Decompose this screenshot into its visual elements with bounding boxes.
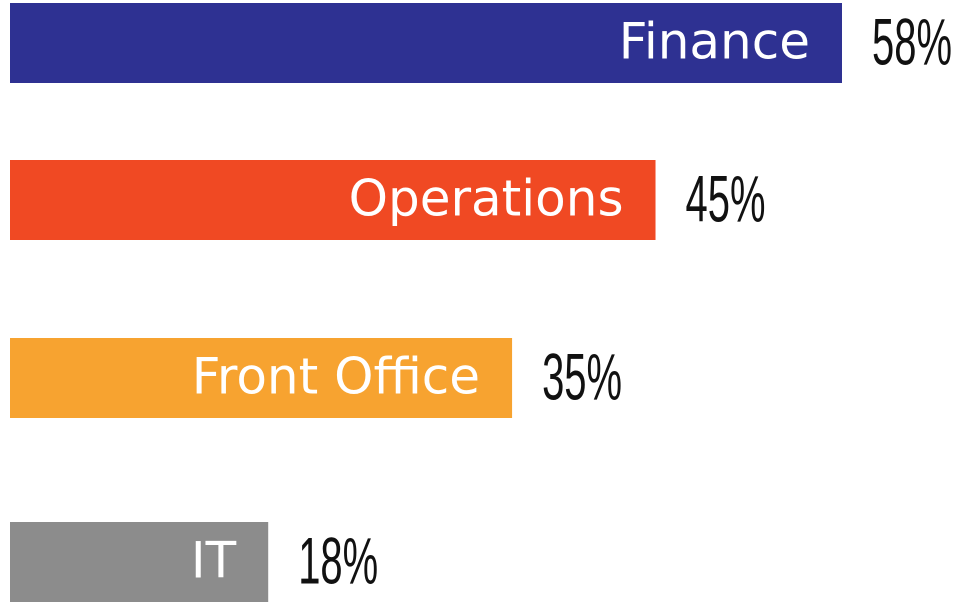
category-label: Finance — [619, 13, 810, 71]
bar — [10, 160, 656, 240]
category-label: Front Office — [192, 348, 480, 406]
value-label: 35% — [542, 339, 622, 413]
bar — [10, 3, 842, 83]
category-label: IT — [191, 532, 237, 590]
category-label: Operations — [349, 170, 624, 228]
bar — [10, 522, 269, 602]
value-label: 18% — [298, 523, 378, 597]
value-label: 58% — [872, 4, 952, 78]
bar — [10, 338, 513, 418]
value-label: 45% — [686, 161, 766, 235]
